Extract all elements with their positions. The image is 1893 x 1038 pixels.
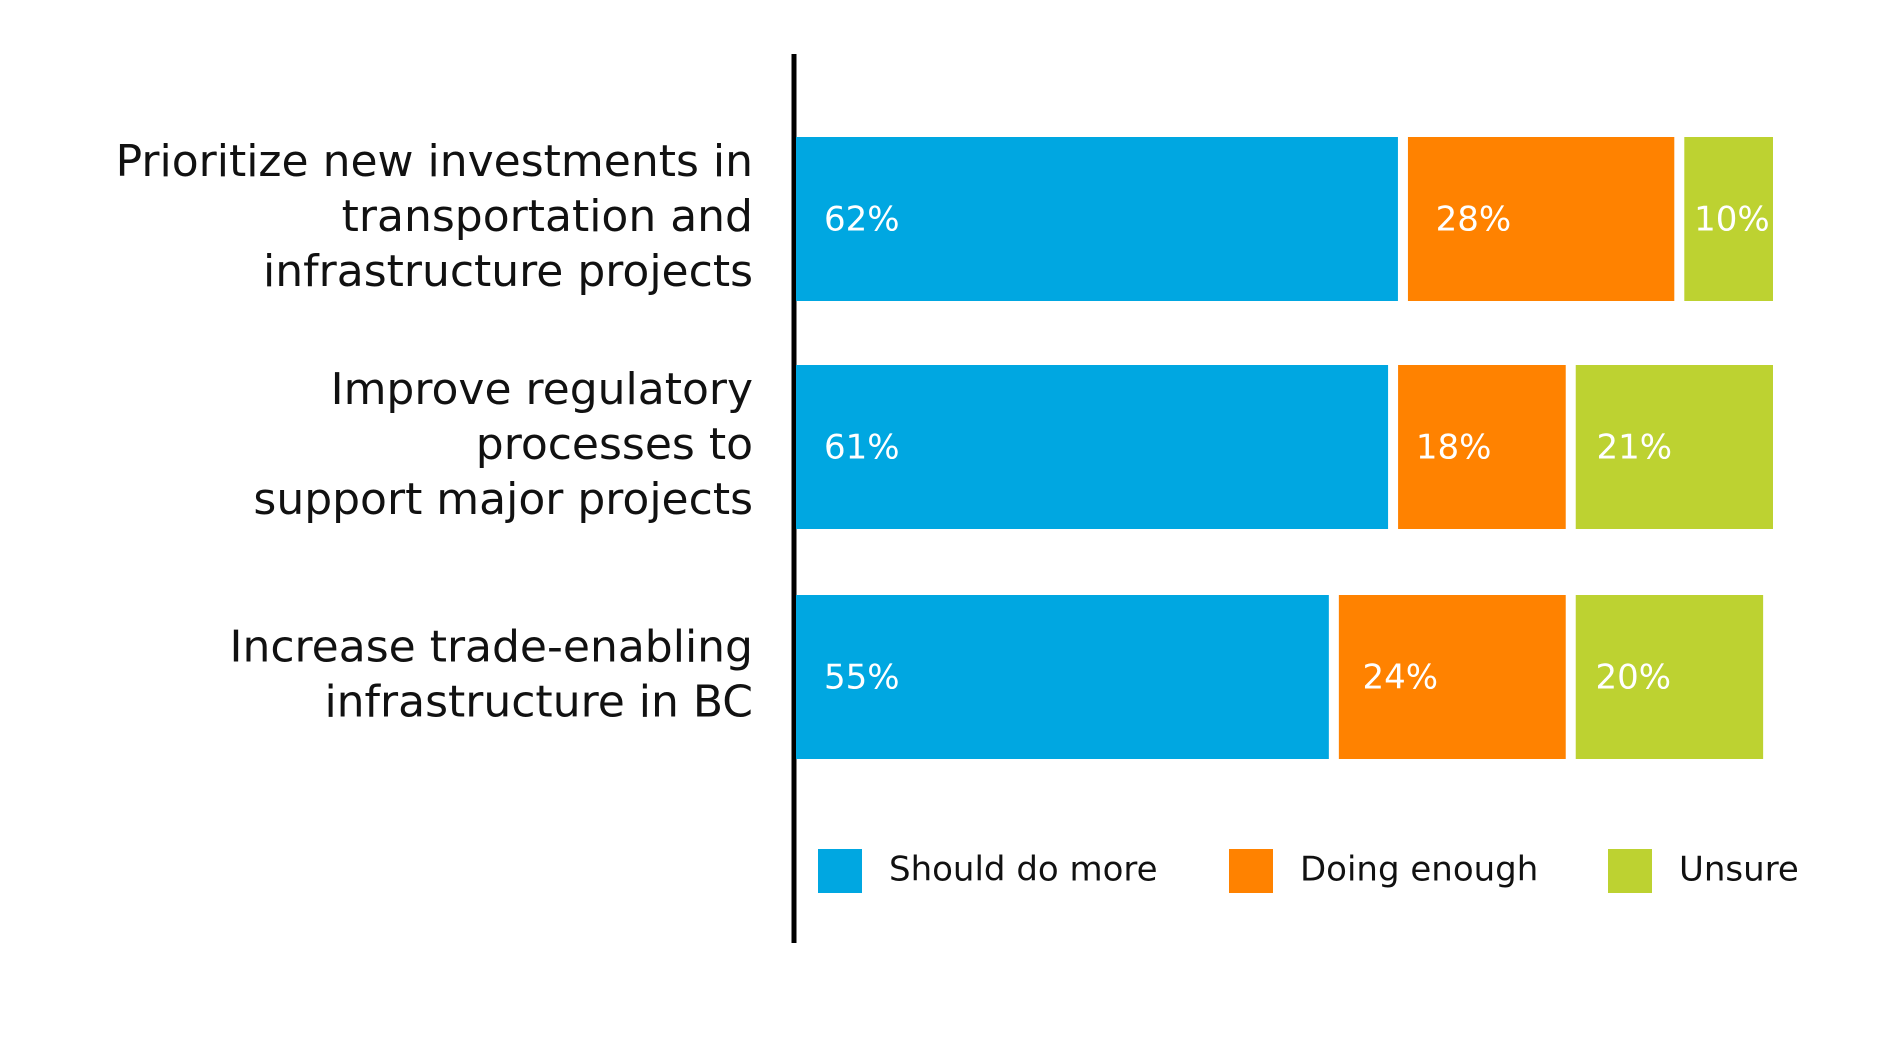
- legend-label: Should do more: [889, 850, 1158, 890]
- value-label: 20%: [1595, 658, 1671, 698]
- value-label: 10%: [1694, 200, 1770, 240]
- legend-swatch: [818, 849, 862, 893]
- value-label: 28%: [1436, 200, 1512, 240]
- value-label: 18%: [1416, 428, 1492, 468]
- value-label: 62%: [824, 200, 900, 240]
- bar-segment: [1575, 595, 1764, 759]
- bar-segment: [1338, 595, 1566, 759]
- value-label: 24%: [1363, 658, 1439, 698]
- category-label: Increase trade-enabling infrastructure in…: [230, 622, 754, 728]
- legend-label: Doing enough: [1300, 850, 1538, 890]
- legend-swatch: [1608, 849, 1652, 893]
- bar-segment: [1407, 137, 1675, 301]
- value-label: 21%: [1596, 428, 1672, 468]
- legend-label: Unsure: [1679, 850, 1799, 890]
- value-label: 61%: [824, 428, 900, 468]
- bar-segment: [796, 365, 1389, 529]
- bar-segment: [1575, 365, 1773, 529]
- bar-segment: [1398, 365, 1566, 529]
- bar-segment: [1684, 137, 1773, 301]
- bar-segment: [796, 595, 1329, 759]
- bar-segment: [796, 137, 1398, 301]
- category-label: Prioritize new investments in transportat…: [116, 136, 753, 297]
- legend-swatch: [1229, 849, 1273, 893]
- category-label: Improve regulatory processes to support ma…: [253, 364, 753, 525]
- value-label: 55%: [824, 658, 900, 698]
